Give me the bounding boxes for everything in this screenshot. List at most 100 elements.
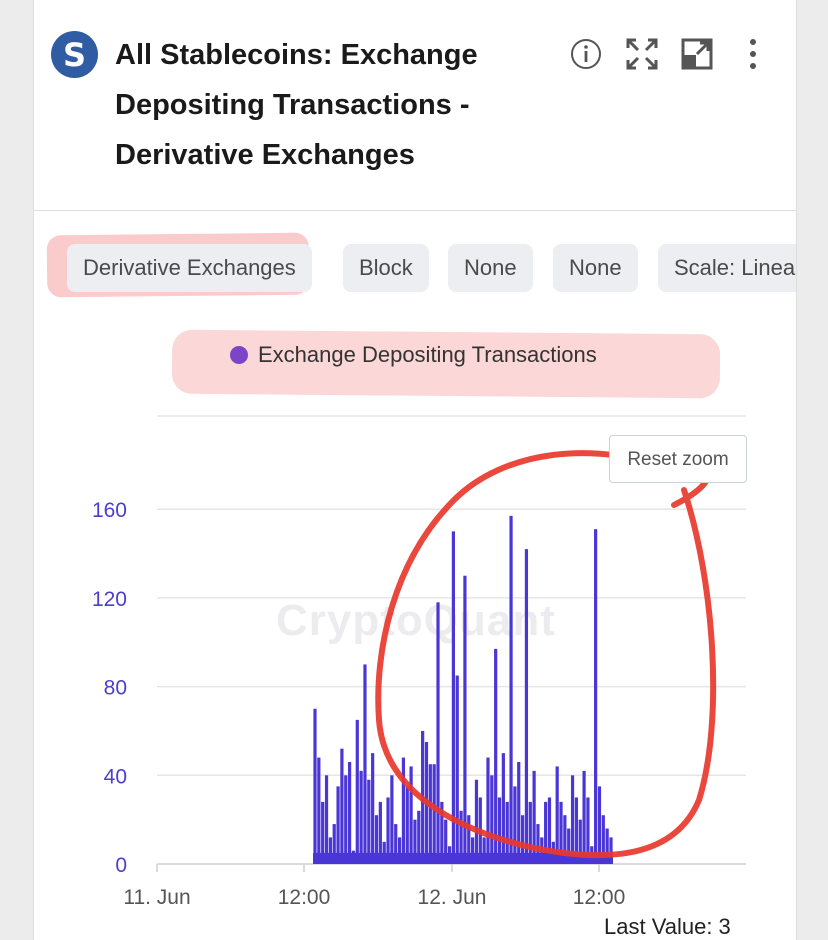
data-bar xyxy=(413,819,417,864)
data-bar xyxy=(378,801,382,864)
data-bar xyxy=(494,648,498,864)
data-bar xyxy=(474,779,479,864)
data-bar xyxy=(324,775,329,864)
x-tick-label: 12:00 xyxy=(278,886,331,909)
data-bar xyxy=(363,664,367,864)
data-bar xyxy=(394,824,398,864)
chart-plot: 0 40 80 120 160 11. Jun 12:00 12. Jun 12:00 xyxy=(92,415,746,909)
info-icon[interactable] xyxy=(569,37,603,71)
data-bar xyxy=(409,766,413,864)
data-bar xyxy=(428,764,432,864)
y-tick-label: 120 xyxy=(92,588,127,611)
data-bar xyxy=(609,837,613,864)
data-bar xyxy=(570,775,575,864)
data-bar xyxy=(390,775,394,864)
data-bar xyxy=(567,828,571,864)
data-bar xyxy=(371,753,375,864)
data-bar xyxy=(455,675,459,864)
y-tick-label: 160 xyxy=(92,499,127,522)
data-bar xyxy=(586,797,590,864)
data-bar xyxy=(497,797,502,864)
chip-ma-2[interactable]: None xyxy=(553,244,638,292)
data-bar xyxy=(344,775,348,864)
header-divider xyxy=(34,210,796,211)
data-bar xyxy=(444,819,448,864)
data-bar xyxy=(405,786,409,864)
data-bar xyxy=(367,779,371,864)
chart-title: All Stablecoins: Exchange Depositing Tra… xyxy=(115,30,545,180)
data-bar xyxy=(336,786,340,864)
y-tick-label: 40 xyxy=(104,765,127,788)
data-bar xyxy=(482,837,486,864)
title-line-2: Depositing Transactions - xyxy=(115,89,470,121)
data-bar xyxy=(328,837,332,864)
data-bar xyxy=(559,801,563,864)
data-bar xyxy=(594,529,598,864)
data-bar xyxy=(459,810,463,864)
data-bar xyxy=(605,828,609,864)
data-bar xyxy=(524,549,529,864)
x-tick-label: 12. Jun xyxy=(418,886,487,909)
filter-chip-bar: Derivative Exchanges Block None None Sca… xyxy=(67,244,796,292)
data-bar xyxy=(528,801,532,864)
title-line-3: Derivative Exchanges xyxy=(115,139,415,171)
data-bar xyxy=(486,757,490,864)
legend-label: Exchange Depositing Transactions xyxy=(258,342,597,367)
data-bar xyxy=(432,764,436,864)
data-bar xyxy=(501,753,505,864)
data-bar xyxy=(340,748,344,864)
fullscreen-icon[interactable] xyxy=(625,37,659,71)
data-bar xyxy=(555,766,559,864)
chip-exchange[interactable]: Derivative Exchanges xyxy=(67,244,312,292)
data-bar xyxy=(601,815,605,864)
data-bar xyxy=(563,815,567,864)
legend-dot xyxy=(230,346,248,364)
data-bar xyxy=(597,786,602,864)
data-bar xyxy=(332,824,336,864)
watermark: CryptoQuant xyxy=(276,596,556,645)
data-bar xyxy=(578,819,582,864)
data-bar xyxy=(532,770,536,864)
data-bar xyxy=(313,708,317,864)
open-external-icon[interactable] xyxy=(680,37,714,71)
data-bar xyxy=(471,837,475,864)
data-bar xyxy=(547,797,552,864)
data-bar xyxy=(397,837,402,864)
annotation-circle xyxy=(375,450,717,859)
data-bar xyxy=(544,801,548,864)
last-value: Last Value: 3 xyxy=(604,914,731,939)
chart-card: S All Stablecoins: Exchange Depositing T… xyxy=(33,0,797,940)
data-bar xyxy=(374,815,379,864)
data-bar xyxy=(347,761,352,864)
data-bar xyxy=(467,815,471,864)
data-bar xyxy=(451,531,455,864)
data-bar xyxy=(417,810,421,864)
x-tick-label: 11. Jun xyxy=(123,886,190,909)
data-bar xyxy=(520,815,525,864)
y-tick-label: 80 xyxy=(104,677,127,700)
more-vertical-icon[interactable] xyxy=(736,37,770,71)
data-bar xyxy=(359,770,363,864)
data-bar xyxy=(574,797,579,864)
data-bar xyxy=(355,719,359,864)
data-bar xyxy=(436,602,440,864)
chip-window[interactable]: Block xyxy=(343,244,429,292)
data-bar xyxy=(505,801,509,864)
legend-item[interactable]: Exchange Depositing Transactions xyxy=(230,342,597,368)
reset-zoom-button[interactable]: Reset zoom xyxy=(609,435,747,483)
data-bar xyxy=(440,801,444,864)
data-bar xyxy=(517,761,521,864)
y-tick-label: 0 xyxy=(115,854,127,877)
chip-scale[interactable]: Scale: Linea xyxy=(658,244,796,292)
data-bar xyxy=(582,770,586,864)
data-bar xyxy=(536,824,540,864)
data-bar xyxy=(509,515,513,864)
data-bar xyxy=(321,801,325,864)
data-bar xyxy=(463,575,467,864)
chip-ma-1[interactable]: None xyxy=(448,244,533,292)
data-bar xyxy=(490,775,494,864)
title-line-1: All Stablecoins: Exchange xyxy=(115,39,478,71)
stablecoin-logo: S xyxy=(51,31,98,78)
data-bar xyxy=(386,797,390,864)
data-bar-base xyxy=(313,852,613,864)
